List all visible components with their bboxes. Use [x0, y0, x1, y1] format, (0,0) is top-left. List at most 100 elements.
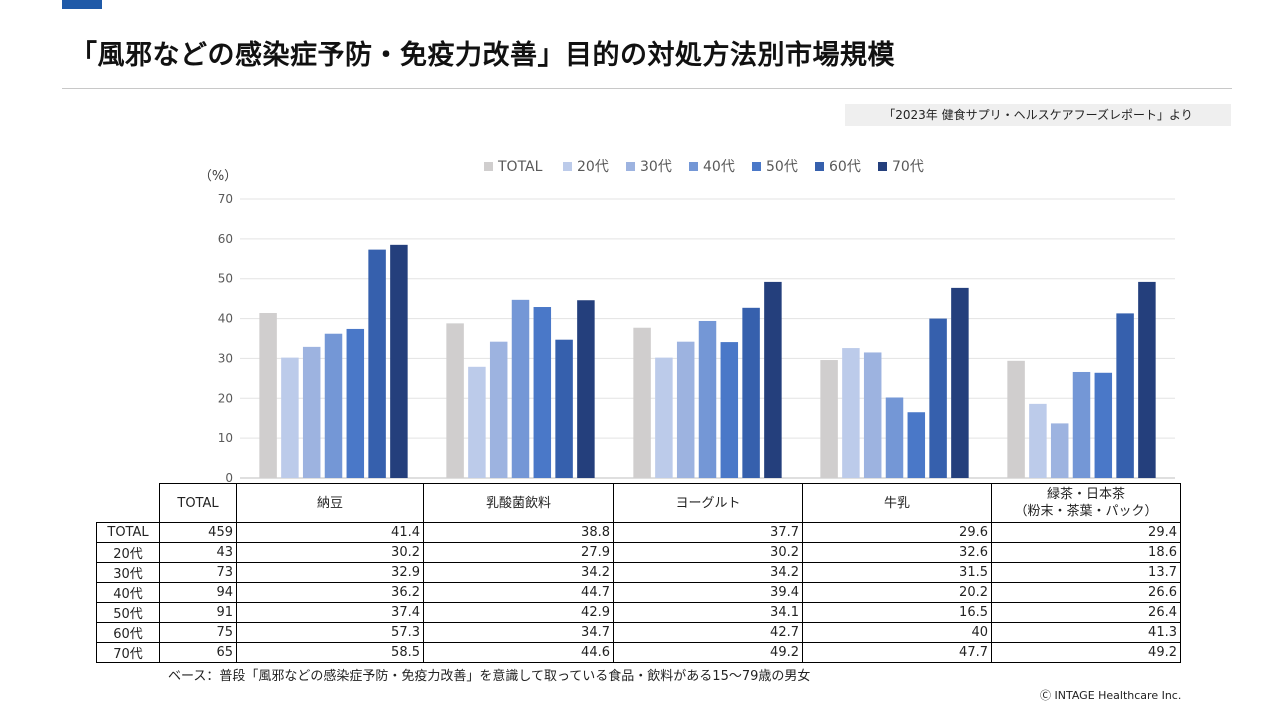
y-tick-label: 0: [225, 471, 233, 485]
table-header-green-tea: 緑茶・日本茶 （粉末・茶葉・パック）: [991, 483, 1181, 523]
bar: [929, 318, 947, 478]
table-row: 50代 91 37.4 42.9 34.1 16.5 26.4: [96, 602, 1181, 623]
table-cell-value: 34.2: [613, 562, 803, 583]
copyright: Ⓒ INTAGE Healthcare Inc.: [1040, 689, 1182, 702]
bar: [698, 320, 717, 478]
table-cell-value: 57.3: [236, 622, 424, 643]
table-cell-value: 42.9: [423, 602, 614, 623]
table-cell-value: 26.4: [991, 602, 1181, 623]
table-cell-value: 41.4: [236, 522, 424, 543]
legend-item: 20代: [563, 159, 609, 175]
table-header-lactic-drink: 乳酸菌飲料: [423, 483, 614, 523]
table-cell-sample-size: 75: [159, 622, 237, 643]
table-row: TOTAL 459 41.4 38.8 37.7 29.6 29.4: [96, 522, 1181, 543]
bar: [281, 357, 299, 478]
table-cell-value: 41.3: [991, 622, 1181, 643]
table-header-row: TOTAL 納豆 乳酸菌飲料 ヨーグルト 牛乳 緑茶・日本茶 （粉末・茶葉・パッ…: [96, 483, 1181, 523]
bar: [1138, 281, 1156, 478]
table-cell-value: 31.5: [802, 562, 992, 583]
y-axis-ticks: 0 10 20 30 40 50 60 70: [218, 192, 233, 485]
table-cell-value: 58.5: [236, 642, 424, 663]
bar: [633, 327, 651, 478]
bar: [259, 312, 277, 478]
legend-label: 70代: [892, 159, 924, 175]
bar: [885, 397, 904, 478]
corner-accent-bar: [62, 0, 102, 9]
table-cell-value: 34.1: [613, 602, 803, 623]
bar: [577, 300, 595, 478]
table-cell-value: 32.6: [802, 542, 992, 563]
bar: [324, 333, 343, 478]
y-tick-label: 70: [218, 192, 233, 206]
bar: [346, 328, 365, 478]
bar: [533, 307, 552, 478]
legend-swatch: [626, 162, 635, 171]
bar: [720, 342, 739, 478]
legend-swatch: [815, 162, 824, 171]
table-cell-value: 30.2: [236, 542, 424, 563]
y-tick-label: 20: [218, 391, 233, 405]
table-cell-value: 49.2: [613, 642, 803, 663]
legend-item: 30代: [626, 159, 672, 175]
table-cell-value: 49.2: [991, 642, 1181, 663]
table-cell-value: 34.2: [423, 562, 614, 583]
bar-chart: 0 10 20 30 40 50 60 70 （%） TOTAL 20代 30代 40代 50代 60代…: [199, 159, 1175, 485]
bar: [446, 323, 464, 478]
table-cell-value: 29.4: [991, 522, 1181, 543]
bar: [742, 307, 760, 478]
table-cell-value: 20.2: [802, 582, 992, 603]
table-row: 20代 43 30.2 27.9 30.2 32.6 18.6: [96, 542, 1181, 563]
bar: [820, 360, 838, 478]
bar: [764, 281, 782, 478]
table-row-label: TOTAL: [96, 522, 160, 543]
table-cell-value: 30.2: [613, 542, 803, 563]
table-cell-sample-size: 94: [159, 582, 237, 603]
table-row-label: 50代: [96, 602, 160, 623]
legend-swatch: [484, 162, 493, 171]
table-row-label: 70代: [96, 642, 160, 663]
legend-swatch: [563, 162, 572, 171]
legend: TOTAL 20代 30代 40代 50代 60代 70代: [484, 159, 924, 175]
bar: [1007, 360, 1025, 478]
bar-group: [1007, 281, 1156, 478]
bar: [907, 412, 926, 478]
bar: [842, 348, 860, 478]
table-cell-value: 13.7: [991, 562, 1181, 583]
bar: [676, 341, 695, 478]
bar-group: [259, 244, 408, 478]
bar: [1050, 423, 1069, 478]
table-cell-value: 44.6: [423, 642, 614, 663]
y-tick-label: 60: [218, 232, 233, 246]
table-cell-value: 39.4: [613, 582, 803, 603]
legend-item: 60代: [815, 159, 861, 175]
legend-label: 50代: [766, 159, 798, 175]
table-header-green-tea-line2: （粉末・茶葉・パック）: [1014, 504, 1158, 519]
y-tick-label: 30: [218, 351, 233, 365]
data-table: TOTAL 納豆 乳酸菌飲料 ヨーグルト 牛乳 緑茶・日本茶 （粉末・茶葉・パッ…: [96, 483, 1181, 663]
bar: [489, 341, 508, 478]
table-row: 30代 73 32.9 34.2 34.2 31.5 13.7: [96, 562, 1181, 583]
legend-label: 20代: [577, 159, 609, 175]
table-row: 60代 75 57.3 34.7 42.7 40 41.3: [96, 622, 1181, 643]
table-row-label: 60代: [96, 622, 160, 643]
table-corner-cell: [96, 483, 160, 523]
table-cell-value: 36.2: [236, 582, 424, 603]
bar: [511, 299, 530, 478]
page-title: 「風邪などの感染症予防・免疫力改善」目的の対処方法別市場規模: [70, 40, 895, 71]
bar: [555, 339, 573, 478]
bars: [259, 244, 1156, 478]
legend-swatch: [752, 162, 761, 171]
table-cell-value: 18.6: [991, 542, 1181, 563]
bar: [302, 346, 321, 478]
table-cell-value: 37.7: [613, 522, 803, 543]
table-row: 40代 94 36.2 44.7 39.4 20.2 26.6: [96, 582, 1181, 603]
legend-label: 30代: [640, 159, 672, 175]
table-cell-value: 27.9: [423, 542, 614, 563]
legend-swatch: [878, 162, 887, 171]
table-cell-value: 26.6: [991, 582, 1181, 603]
table-header-milk: 牛乳: [802, 483, 992, 523]
table-cell-sample-size: 65: [159, 642, 237, 663]
table-header-natto: 納豆: [236, 483, 424, 523]
y-tick-label: 40: [218, 312, 233, 326]
bar-group: [446, 299, 595, 478]
